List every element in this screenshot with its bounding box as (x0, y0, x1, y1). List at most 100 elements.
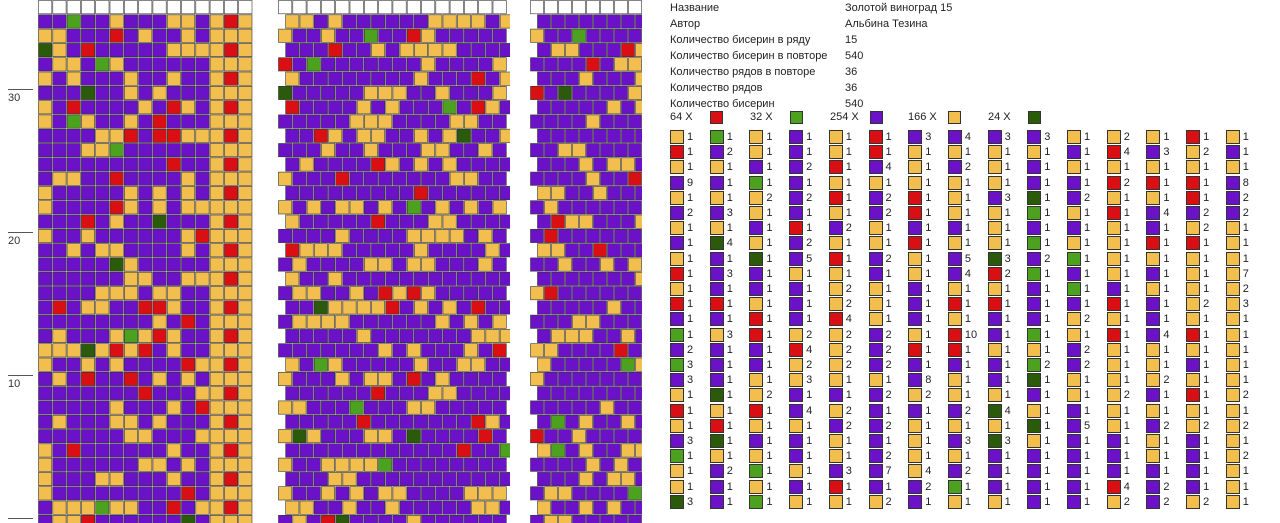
bead-cell (285, 300, 300, 315)
bead-cell (621, 271, 635, 286)
bead-cell (292, 86, 307, 100)
sequence-count: 1 (925, 298, 932, 311)
bead-cell (392, 229, 407, 243)
bead-cell (478, 200, 493, 215)
sequence-count: 1 (1123, 465, 1130, 478)
bead-cell (464, 57, 478, 72)
bead-cell (399, 43, 414, 58)
sequence-swatch (1225, 160, 1240, 175)
sequence-swatch (908, 266, 923, 281)
bead-cell (385, 71, 400, 86)
sequence-count: 1 (687, 298, 694, 311)
bead-cell (628, 114, 642, 129)
bead-cell (406, 200, 421, 215)
sequence-count: 1 (1203, 359, 1210, 371)
sequence-swatch (749, 494, 764, 509)
bead-cell (52, 57, 67, 72)
bead-cell (285, 243, 300, 258)
sequence-count: 1 (1084, 207, 1091, 219)
sequence-count: 1 (766, 146, 773, 159)
bead-cell (66, 371, 81, 386)
sequence-count: 1 (1242, 404, 1249, 417)
bead-cell (499, 243, 510, 258)
bead-cell (478, 28, 493, 43)
sequence-count: 2 (1163, 495, 1170, 508)
sequence-count: 1 (687, 222, 694, 235)
row-marker-line (8, 89, 33, 90)
bead-cell (551, 14, 565, 29)
bead-cell (81, 400, 96, 415)
bead-cell (607, 128, 621, 143)
bead-cell (299, 500, 314, 515)
sequence-count: 1 (964, 389, 972, 402)
bead-cell (435, 286, 450, 301)
bead-cell (285, 329, 300, 343)
bead-cell (551, 43, 565, 58)
bead-cell (313, 386, 328, 401)
sequence-swatch (670, 175, 684, 190)
sequence-count: 2 (845, 222, 852, 235)
sequence-swatch (1027, 434, 1042, 448)
bead-cell (166, 86, 181, 100)
bead-cell (442, 386, 457, 401)
bead-cell (224, 43, 238, 58)
sequence-count: 1 (1203, 283, 1210, 295)
sequence-swatch (670, 266, 684, 281)
sequence-swatch (1225, 403, 1240, 418)
bead-cell (392, 200, 407, 215)
bead-cell (414, 271, 428, 286)
sequence-swatch (1067, 327, 1081, 342)
sequence-swatch (1186, 160, 1201, 175)
bead-cell (95, 371, 110, 386)
bead-cell (81, 457, 96, 472)
bead-cell (621, 300, 635, 315)
bead-cell (378, 457, 393, 472)
sequence-count: 1 (1242, 465, 1249, 478)
bead-cell (66, 28, 81, 43)
sequence-swatch (828, 449, 843, 464)
sequence-count: 1 (1044, 495, 1051, 508)
bead-cell (38, 71, 53, 86)
bead-cell (442, 214, 457, 229)
bead-cell (456, 71, 471, 86)
sequence-count: 1 (1163, 252, 1170, 265)
palette-swatch (1028, 111, 1041, 124)
bead-cell (399, 243, 414, 258)
bead-cell (109, 286, 124, 301)
sequence-swatch (947, 266, 962, 281)
bead-cell (328, 386, 343, 401)
info-label: Автор (670, 18, 701, 30)
bead-cell (399, 357, 414, 372)
info-value: Альбина Тезина (845, 18, 928, 30)
bead-cell (471, 214, 486, 229)
bead-cell (335, 514, 350, 523)
sequence-swatch (1067, 464, 1081, 479)
bead-cell (614, 171, 628, 186)
bead-cell (628, 257, 642, 272)
bead-cell (530, 457, 544, 472)
bead-cell (449, 286, 464, 301)
sequence-swatch (828, 434, 843, 448)
bead-cell (485, 500, 500, 515)
bead-cell (209, 100, 224, 115)
bead-cell (456, 500, 471, 515)
sequence-swatch (1067, 297, 1081, 312)
bead-cell (321, 114, 336, 129)
bead-cell (209, 514, 224, 523)
bead-cell (579, 443, 593, 458)
sequence-count: 2 (1123, 131, 1130, 143)
bead-cell (392, 514, 407, 523)
bead-cell (238, 214, 253, 229)
sequence-swatch (1106, 418, 1121, 433)
sequence-count: 1 (806, 465, 813, 478)
bead-cell (81, 0, 96, 15)
sequence-count: 1 (806, 146, 813, 159)
bead-cell (600, 200, 614, 215)
bead-cell (52, 157, 67, 172)
bead-cell (406, 171, 421, 186)
bead-cell (593, 443, 607, 458)
bead-cell (600, 486, 614, 501)
bead-cell (38, 443, 53, 458)
bead-cell (356, 43, 371, 58)
bead-cell (421, 0, 436, 15)
